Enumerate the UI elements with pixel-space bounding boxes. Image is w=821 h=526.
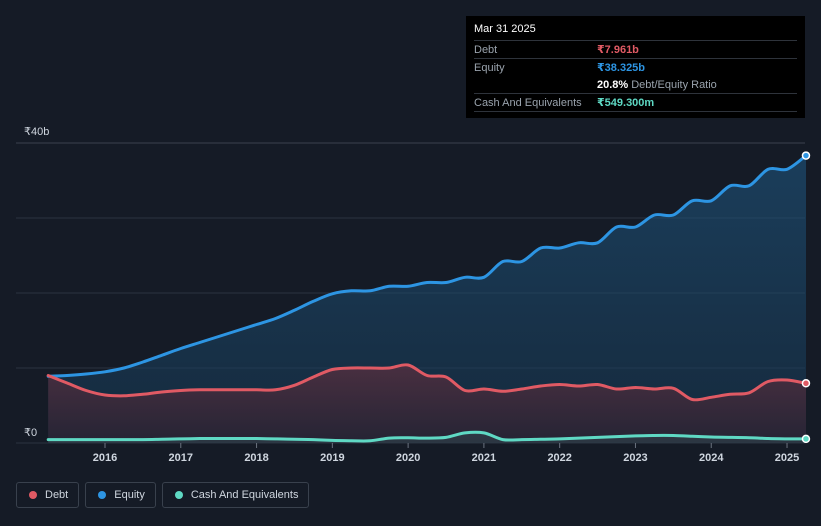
tooltip-row-equity: Equity ₹38.325b <box>474 58 797 76</box>
x-axis-ticks: 2016 2017 2018 2019 2020 2021 2022 2023 2024 2025 <box>93 443 799 464</box>
debt-line <box>46 363 808 402</box>
legend-dot-debt <box>29 491 37 499</box>
x-tick-label-2025: 2025 <box>775 452 799 464</box>
tooltip-bottom-rule <box>474 111 797 129</box>
cash-area <box>48 432 806 443</box>
x-tick-label-2018: 2018 <box>244 452 268 464</box>
x-tick-label-2023: 2023 <box>623 452 647 464</box>
tooltip-debt-label: Debt <box>474 43 498 56</box>
x-tick-label-2019: 2019 <box>320 452 344 464</box>
tooltip-cash-value: ₹549.300m <box>597 97 655 109</box>
legend-dot-equity <box>98 491 107 499</box>
tooltip-ratio-label: Debt/Equity Ratio <box>631 78 717 91</box>
legend-label-cash: Cash And Equivalents <box>190 489 299 501</box>
x-tick-label-2016: 2016 <box>93 452 117 464</box>
tooltip-ratio-value: 20.8% <box>597 78 629 91</box>
chart-legend: Debt Equity Cash And Equivalents <box>16 482 310 508</box>
equity-endpoint <box>801 151 811 160</box>
equity-line <box>46 154 808 378</box>
tooltip-row-debt: Debt ₹7.961b <box>474 40 797 58</box>
tooltip-equity-value: ₹38.325b <box>597 62 646 74</box>
x-tick-label-2022: 2022 <box>547 452 571 464</box>
tooltip-debt-value: ₹7.961b <box>597 44 639 56</box>
x-tick-label-2017: 2017 <box>169 452 193 464</box>
legend-label-equity: Equity <box>114 489 145 501</box>
x-tick-label-2021: 2021 <box>472 452 496 464</box>
legend-item-cash[interactable]: Cash And Equivalents <box>161 482 310 508</box>
legend-item-equity[interactable]: Equity <box>85 482 156 508</box>
y-tick-label-top: ₹40b <box>24 126 50 138</box>
y-tick-label-bottom: ₹0 <box>24 427 38 439</box>
legend-label-debt: Debt <box>45 489 69 501</box>
cash-endpoint <box>801 434 811 444</box>
tooltip-equity-label: Equity <box>474 61 505 74</box>
series-endpoints <box>801 151 811 444</box>
tooltip-cash-label: Cash And Equivalents <box>474 96 582 109</box>
cash-line <box>46 430 808 443</box>
x-tick-label-2024: 2024 <box>699 452 724 464</box>
series-lines <box>46 154 808 443</box>
tooltip-date: Mar 31 2025 <box>474 23 536 35</box>
tooltip-row-ratio: 20.8% Debt/Equity Ratio <box>474 76 797 93</box>
tooltip-row-cash: Cash And Equivalents ₹549.300m <box>474 93 797 111</box>
debt-area <box>48 364 806 443</box>
data-tooltip: Mar 31 2025 Debt ₹7.961b Equity ₹38.325b… <box>466 16 805 118</box>
legend-dot-cash <box>174 491 183 499</box>
debt-endpoint <box>801 379 811 388</box>
x-tick-label-2020: 2020 <box>396 452 420 464</box>
legend-item-debt[interactable]: Debt <box>16 482 80 508</box>
